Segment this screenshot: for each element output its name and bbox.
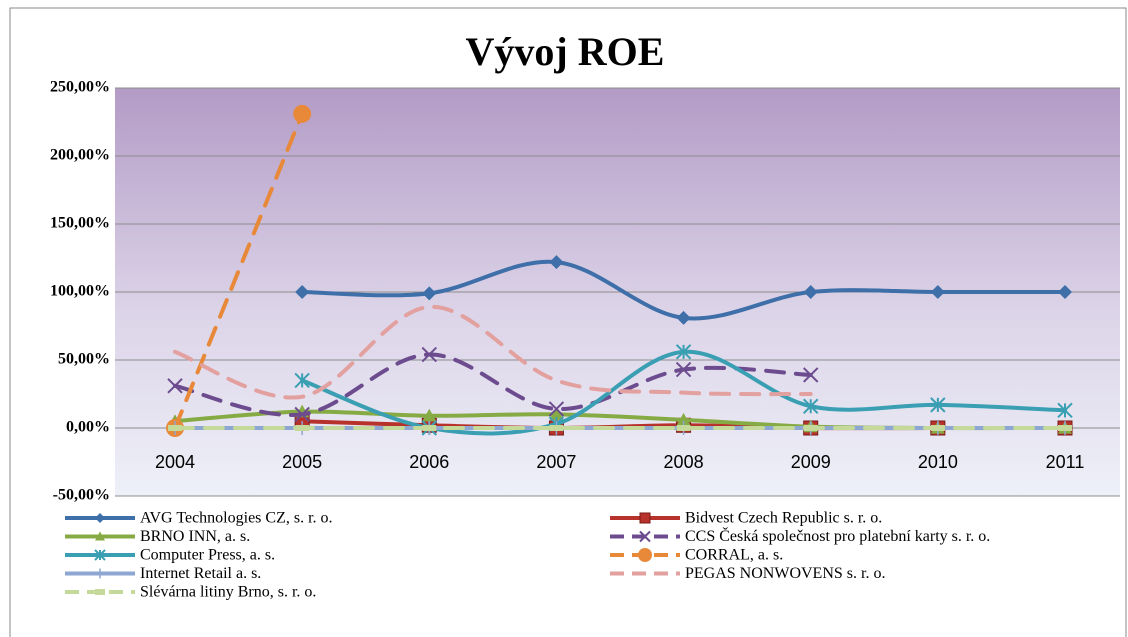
marker: [422, 425, 437, 431]
marker: [1057, 402, 1073, 419]
marker: [675, 344, 692, 360]
x-tick-label: 2005: [282, 452, 322, 472]
marker: [294, 372, 310, 389]
series: [295, 255, 1072, 325]
x-tick-label: 2011: [1046, 452, 1085, 472]
x-tick-label: 2008: [664, 452, 704, 472]
series-line: [173, 352, 813, 418]
y-tick-label: 50,00%: [58, 351, 110, 368]
marker: [676, 412, 691, 426]
marker: [167, 378, 183, 394]
marker: [549, 407, 564, 420]
series-line: [173, 111, 305, 430]
marker: [803, 285, 818, 299]
legend-label: Computer Press, a. s.: [140, 547, 275, 564]
marker: [422, 408, 437, 422]
x-tick-label: 2009: [791, 452, 831, 472]
marker: [803, 398, 819, 414]
legend-item: CCS Česká společnost pro platební karty …: [610, 526, 990, 545]
marker: [95, 531, 105, 541]
marker: [95, 568, 105, 579]
marker: [1058, 425, 1072, 431]
series-line: [173, 304, 813, 400]
x-tick-label: 2010: [918, 452, 958, 472]
legend-item: CORRAL, a. s.: [610, 547, 783, 564]
marker: [95, 513, 105, 523]
x-tick-label: 2007: [536, 452, 576, 472]
legend-label: PEGAS NONWOVENS s. r. o.: [685, 565, 885, 582]
legend-item: PEGAS NONWOVENS s. r. o.: [610, 565, 885, 582]
marker: [293, 104, 312, 123]
y-tick-label: 0,00%: [66, 419, 110, 436]
series: [168, 425, 1072, 431]
legend-label: Slévárna litiny Brno, s. r. o.: [140, 584, 316, 601]
chart-title: Vývoj ROE: [466, 29, 665, 74]
y-tick-label: -50,00%: [53, 487, 110, 504]
marker: [549, 255, 564, 270]
marker: [676, 425, 691, 431]
marker: [548, 401, 565, 417]
x-tick-label: 2006: [409, 452, 449, 472]
x-tick-label: 2004: [155, 452, 195, 472]
legend-item: Computer Press, a. s.: [65, 547, 275, 564]
marker: [639, 512, 651, 524]
legend-item: Slévárna litiny Brno, s. r. o.: [65, 584, 316, 601]
marker: [676, 310, 691, 325]
marker: [639, 530, 651, 543]
marker: [422, 286, 437, 301]
legend-label: BRNO INN, a. s.: [140, 528, 250, 545]
marker: [930, 425, 945, 431]
marker: [803, 367, 819, 383]
marker: [294, 406, 310, 423]
legend-label: Bidvest Czech Republic s. r. o.: [685, 510, 882, 527]
marker: [930, 397, 946, 413]
marker: [930, 285, 945, 299]
legend-label: CCS Česká společnost pro platební karty …: [685, 526, 990, 545]
legend-item: Internet Retail a. s.: [65, 565, 261, 582]
marker: [1058, 285, 1072, 299]
marker: [549, 425, 564, 431]
marker: [638, 548, 652, 562]
marker: [94, 549, 106, 561]
marker: [295, 285, 310, 299]
y-tick-label: 250,00%: [50, 79, 110, 96]
y-tick-label: 200,00%: [50, 147, 110, 164]
y-tick-label: 100,00%: [50, 283, 110, 300]
marker: [295, 425, 310, 431]
legend-item: BRNO INN, a. s.: [65, 528, 250, 545]
marker: [675, 361, 692, 378]
legend-label: Internet Retail a. s.: [140, 565, 261, 582]
marker: [95, 589, 105, 595]
series: [173, 304, 813, 400]
marker: [421, 346, 437, 363]
series: [167, 346, 819, 423]
legend-item: Bidvest Czech Republic s. r. o.: [610, 510, 882, 527]
legend-label: AVG Technologies CZ, s. r. o.: [140, 510, 333, 527]
marker: [168, 425, 182, 431]
marker: [803, 425, 818, 431]
legend-item: AVG Technologies CZ, s. r. o.: [65, 510, 333, 527]
legend-label: CORRAL, a. s.: [685, 547, 783, 564]
y-tick-label: 150,00%: [50, 215, 110, 232]
